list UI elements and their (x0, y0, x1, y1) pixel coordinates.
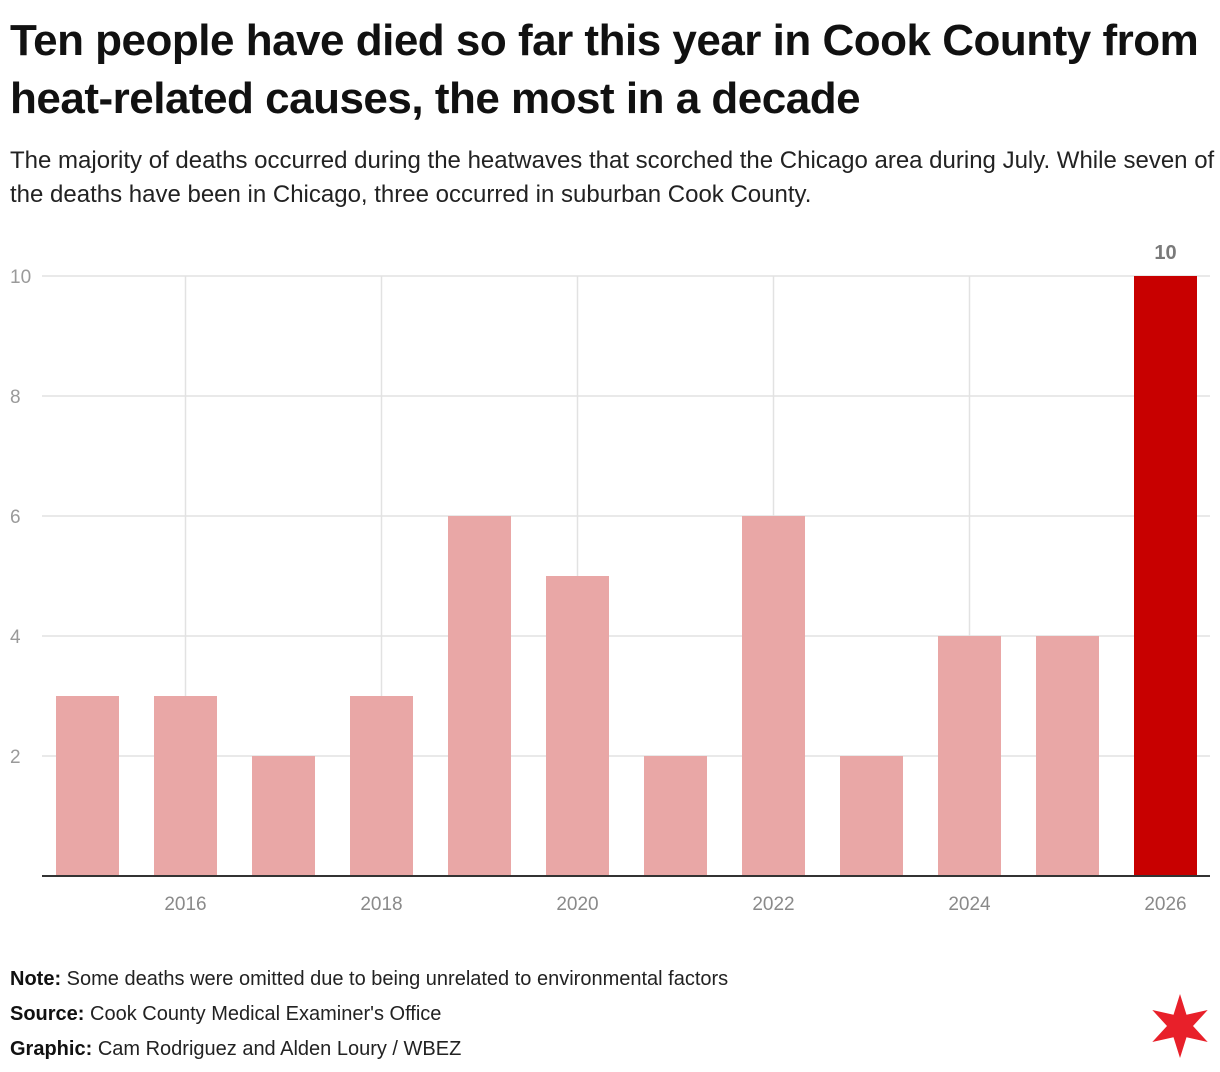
x-tick-label-2026: 2026 (1144, 894, 1186, 915)
tick-labels: 2 4 6 8 10 2016 2018 2020 2022 2024 2026 10 (10, 242, 1187, 915)
x-tick-label-2022: 2022 (752, 894, 794, 915)
bar-2022 (742, 516, 805, 876)
note-label: Note: (10, 968, 62, 990)
bar-2015 (56, 696, 119, 876)
bar-2017 (252, 756, 315, 876)
note-line: Note: Some deaths were omitted due to be… (10, 964, 728, 999)
x-tick-label-2020: 2020 (556, 894, 598, 915)
bar-2016 (154, 696, 217, 876)
bar-2026 (1134, 276, 1197, 876)
bar-2021 (644, 756, 707, 876)
y-tick-label-8: 8 (10, 387, 21, 408)
chart-title: Ten people have died so far this year in… (10, 16, 1199, 123)
bar-2018 (350, 696, 413, 876)
note-text: Some deaths were omitted due to being un… (66, 968, 729, 990)
source-text: Cook County Medical Examiner's Office (90, 1003, 442, 1025)
graphic-credit-line: Graphic: Cam Rodriguez and Alden Loury /… (10, 1034, 728, 1069)
y-tick-label-2: 2 (10, 747, 21, 768)
bar-2023 (840, 756, 903, 876)
x-tick-label-2016: 2016 (164, 894, 206, 915)
bars (56, 276, 1197, 876)
graphic-label: Graphic: (10, 1038, 93, 1060)
bar-chart: 2 4 6 8 10 2016 2018 2020 2022 2024 2026 10 (10, 242, 1210, 915)
x-tick-label-2018: 2018 (360, 894, 402, 915)
source-line: Source: Cook County Medical Examiner's O… (10, 999, 728, 1034)
graphic-text: Cam Rodriguez and Alden Loury / WBEZ (97, 1038, 462, 1060)
x-tick-label-2024: 2024 (948, 894, 991, 915)
y-tick-label-6: 6 (10, 507, 21, 528)
bar-2019 (448, 516, 511, 876)
six-pointed-red-star-icon (1152, 994, 1208, 1058)
footer-notes: Note: Some deaths were omitted due to be… (10, 964, 728, 1069)
chart-subtitle: The majority of deaths occurred during t… (10, 147, 1215, 208)
gridlines (42, 275, 1210, 876)
y-tick-label-10: 10 (10, 267, 31, 288)
y-tick-label-4: 4 (10, 627, 21, 648)
bar-2020 (546, 576, 609, 876)
data-label-2026: 10 (1154, 242, 1176, 264)
source-label: Source: (10, 1003, 85, 1025)
bar-2024 (938, 636, 1001, 876)
bar-2025 (1036, 636, 1099, 876)
